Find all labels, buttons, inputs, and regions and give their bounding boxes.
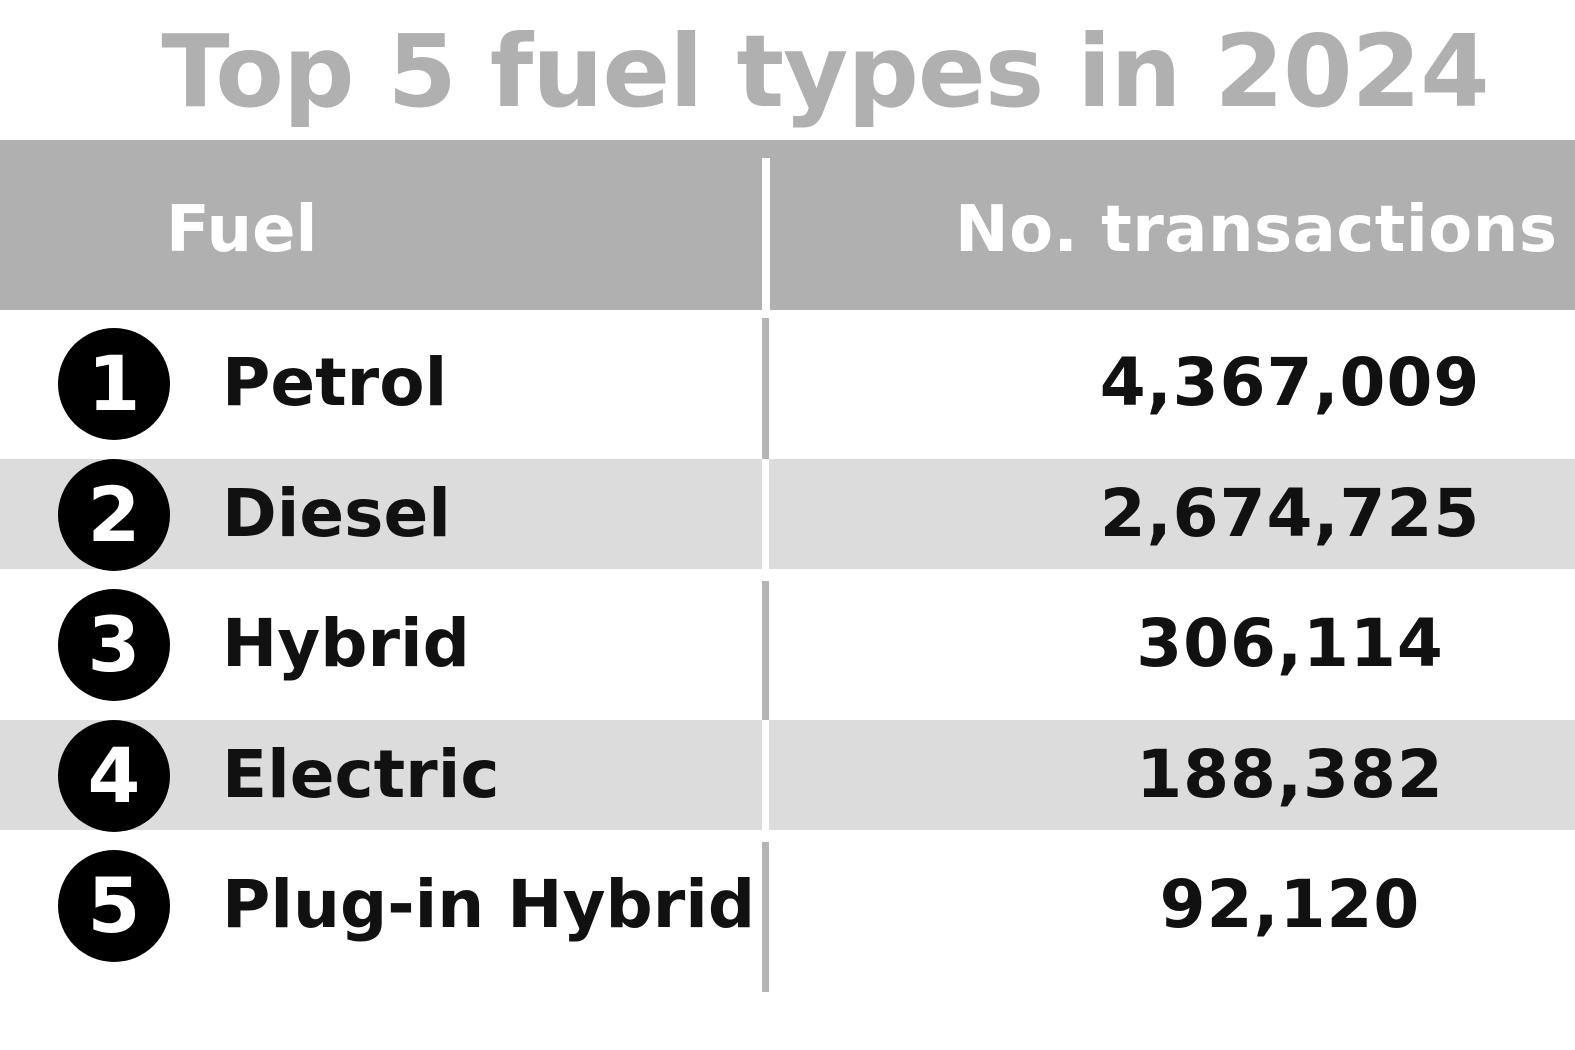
table-row: 3 Hybrid 306,114	[0, 579, 1575, 709]
fuel-name: Petrol	[222, 344, 448, 421]
fuel-name: Hybrid	[222, 605, 470, 682]
table-row: 1 Petrol 4,367,009	[0, 318, 1575, 448]
chart-title: Top 5 fuel types in 2024	[161, 13, 1489, 130]
table-row: 4 Electric 188,382	[0, 720, 1575, 832]
column-divider	[762, 318, 769, 460]
rank-badge: 5	[58, 850, 170, 962]
transactions-value: 2,674,725	[1099, 475, 1481, 552]
transactions-value: 306,114	[1136, 605, 1444, 682]
column-header-fuel: Fuel	[166, 193, 318, 267]
column-header-transactions: No. transactions	[955, 193, 1558, 267]
table-row: 5 Plug-in Hybrid 92,120	[0, 840, 1575, 970]
fuel-name: Diesel	[222, 475, 451, 552]
column-divider	[762, 581, 769, 723]
column-divider	[762, 842, 769, 992]
table-row: 2 Diesel 2,674,725	[0, 459, 1575, 571]
rank-badge: 3	[58, 589, 170, 701]
header-column-divider	[762, 158, 770, 310]
fuel-name: Electric	[222, 736, 500, 813]
column-divider	[762, 720, 769, 830]
transactions-value: 92,120	[1159, 866, 1421, 943]
table-header: Fuel No. transactions	[0, 140, 1575, 310]
column-divider	[762, 459, 769, 569]
rank-badge: 4	[58, 720, 170, 832]
transactions-value: 188,382	[1136, 736, 1444, 813]
fuel-name: Plug-in Hybrid	[222, 866, 756, 943]
rank-badge: 1	[58, 328, 170, 440]
rank-badge: 2	[58, 459, 170, 571]
transactions-value: 4,367,009	[1099, 344, 1481, 421]
